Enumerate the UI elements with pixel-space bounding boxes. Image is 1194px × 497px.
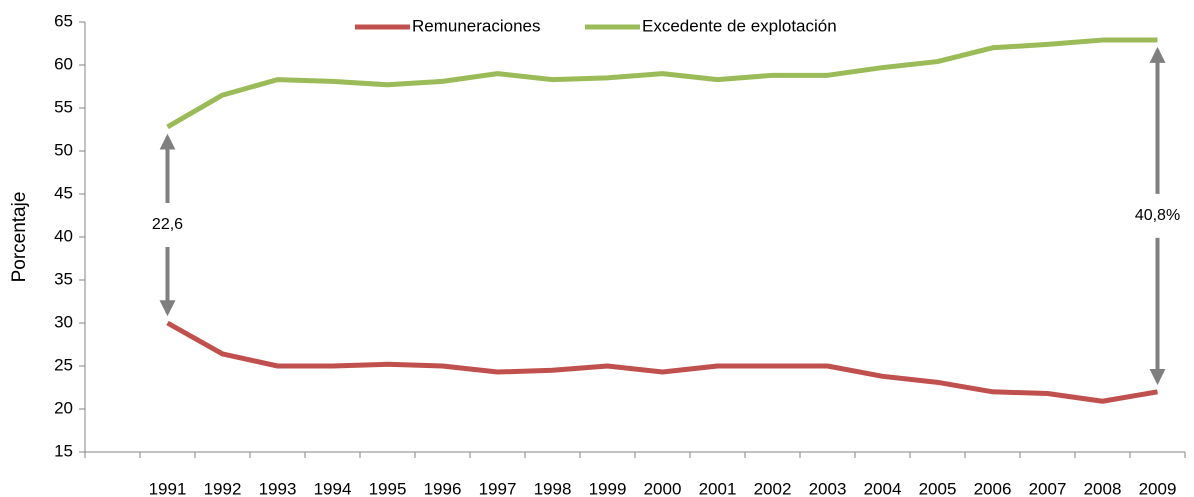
x-tick-label: 2004 (864, 479, 902, 497)
x-tick-label: 2000 (644, 479, 682, 497)
y-tick-label: 60 (54, 54, 73, 73)
annotation: 22,6 (152, 216, 183, 233)
y-tick-label: 35 (54, 269, 73, 288)
x-tick-label: 1999 (589, 479, 627, 497)
x-tick-label: 1993 (259, 479, 297, 497)
legend-label: Remuneraciones (412, 16, 541, 35)
y-tick-label: 30 (54, 312, 73, 331)
y-tick-label: 65 (54, 11, 73, 30)
data-line (166, 320, 1158, 404)
x-tick-label: 1994 (314, 479, 352, 497)
x-tick-label: 2005 (919, 479, 957, 497)
x-tick-label: 1992 (204, 479, 242, 497)
x-tick-label: 2006 (974, 479, 1012, 497)
x-tick-label: 1997 (479, 479, 517, 497)
y-tick-label: 15 (54, 441, 73, 460)
x-tick-label: 2002 (754, 479, 792, 497)
x-tick-label: 1995 (369, 479, 407, 497)
x-tick-label: 1998 (534, 479, 572, 497)
x-tick-label: 2003 (809, 479, 847, 497)
y-tick-label: 55 (54, 97, 73, 116)
y-axis-label: Porcentaje (9, 192, 30, 283)
y-tick-label: 20 (54, 398, 73, 417)
x-tick-label: 2009 (1139, 479, 1177, 497)
y-tick-label: 40 (54, 226, 73, 245)
x-tick-label: 1991 (149, 479, 187, 497)
data-line (166, 37, 1158, 130)
y-tick-label: 50 (54, 140, 73, 159)
x-tick-label: 2001 (699, 479, 737, 497)
annotation: 40,8% (1135, 207, 1180, 224)
x-tick-label: 2008 (1084, 479, 1122, 497)
y-tick-label: 45 (54, 183, 73, 202)
x-tick-label: 1996 (424, 479, 462, 497)
y-tick-label: 25 (54, 355, 73, 374)
x-tick-label: 2007 (1029, 479, 1067, 497)
legend-label: Excedente de explotación (642, 16, 837, 35)
